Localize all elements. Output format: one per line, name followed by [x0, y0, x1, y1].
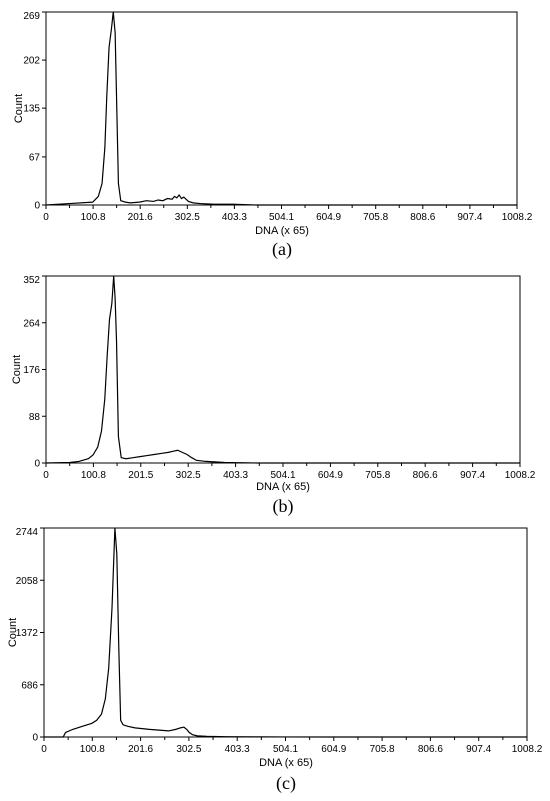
x-tick-label: 604.9	[318, 470, 343, 481]
x-axis-title: DNA (x 65)	[255, 225, 309, 237]
chart-panel-c: 0 686 1372 2058 2744 0 100.8 201.6 302.5 403.3 50…	[7, 527, 543, 794]
y-tick-label: 176	[23, 365, 40, 376]
y-tick-label: 1372	[16, 628, 39, 639]
x-tick-label: 808.6	[410, 212, 435, 223]
y-tick-label: 2744	[16, 527, 39, 538]
y-tick-label: 202	[23, 56, 40, 67]
x-tick-label: 0	[43, 212, 49, 223]
x-tick-label: 100.8	[81, 212, 106, 223]
x-tick-label: 403.3	[223, 470, 248, 481]
x-tick-label: 0	[41, 744, 47, 755]
y-tick-label: 88	[29, 412, 41, 423]
x-tick-label: 100.8	[80, 744, 105, 755]
y-tick-label: 686	[21, 680, 38, 691]
x-tick-label: 907.4	[457, 212, 482, 223]
histogram-line	[45, 11, 517, 206]
histogram-line	[45, 275, 520, 464]
x-tick-label: 504.1	[273, 744, 298, 755]
y-tick-label: 269	[23, 11, 40, 22]
panel-label: (b)	[273, 496, 294, 517]
x-tick-label: 504.1	[270, 470, 295, 481]
y-axis-title: Count	[11, 355, 23, 384]
x-tick-label: 201.6	[128, 212, 153, 223]
y-tick-group: 0 88 176 264 352	[23, 275, 46, 470]
x-tick-label: 604.9	[321, 744, 346, 755]
x-tick-label: 1008.2	[505, 470, 536, 481]
y-tick-label: 264	[23, 318, 40, 329]
panel-label: (a)	[272, 239, 292, 260]
x-tick-label: 1008.2	[502, 212, 533, 223]
x-tick-label: 1008.2	[512, 744, 543, 755]
x-tick-label: 604.9	[316, 212, 341, 223]
y-tick-label: 0	[32, 733, 38, 744]
x-tick-label: 705.8	[365, 470, 390, 481]
y-axis-title: Count	[7, 618, 19, 647]
y-tick-label: 0	[34, 201, 40, 212]
y-tick-group: 0 67 135 202 269	[23, 11, 46, 212]
x-tick-group: 0 100.8 201.6 302.5 403.3 504.1 604.9 705.8 806.…	[41, 737, 543, 755]
histogram-line	[44, 527, 527, 738]
panel-label: (c)	[276, 773, 296, 794]
x-tick-label: 201.6	[128, 744, 153, 755]
x-axis-title: DNA (x 65)	[256, 481, 310, 493]
x-tick-label: 504.1	[269, 212, 294, 223]
x-tick-label: 302.5	[176, 744, 201, 755]
y-tick-label: 2058	[16, 576, 39, 587]
x-tick-label: 403.3	[225, 744, 250, 755]
x-tick-label: 806.6	[413, 470, 438, 481]
y-tick-label: 352	[23, 275, 40, 286]
x-axis-title: DNA (x 65)	[259, 757, 313, 769]
x-tick-label: 0	[43, 470, 49, 481]
x-tick-label: 100.8	[81, 470, 106, 481]
y-axis-title: Count	[13, 94, 25, 123]
x-tick-label: 705.8	[363, 212, 388, 223]
x-tick-group: 0 100.8 201.5 302.5 403.3 504.1 604.9 705.8 806.…	[43, 463, 536, 481]
x-tick-group: 0 100.8 201.6 302.5 403.3 504.1 604.9 705.8 808.…	[43, 205, 533, 223]
x-tick-label: 302.5	[175, 212, 200, 223]
x-tick-label: 302.5	[176, 470, 201, 481]
x-tick-label: 705.8	[370, 744, 395, 755]
x-tick-label: 806.6	[418, 744, 443, 755]
y-tick-label: 0	[34, 459, 40, 470]
y-tick-group: 0 686 1372 2058 2744	[16, 527, 44, 744]
x-tick-label: 907.4	[466, 744, 491, 755]
x-tick-label: 201.5	[128, 470, 153, 481]
chart-panel-b: 0 88 176 264 352 0 100.8 201.5 302.5 403.3 504.1 6…	[11, 275, 536, 517]
y-tick-label: 135	[23, 104, 40, 115]
y-tick-label: 67	[29, 152, 41, 163]
x-tick-label: 907.4	[460, 470, 485, 481]
chart-panel-a: 0 67 135 202 269 0 100.8 201.6 302.5 403.3 504.1 6…	[13, 11, 533, 260]
x-tick-label: 403.3	[222, 212, 247, 223]
